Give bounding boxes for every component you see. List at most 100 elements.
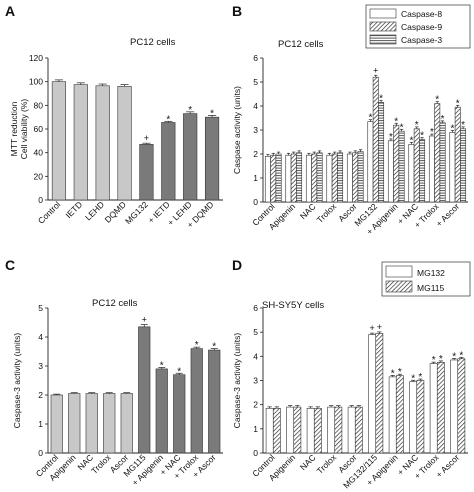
bar [51,81,67,201]
significance-mark: * [389,132,393,143]
chart-title: PC12 cells [130,37,176,48]
bar [290,153,297,203]
bar [272,407,281,454]
y-tick-label: 2 [253,400,258,410]
bar [352,152,359,203]
bar [354,406,363,454]
significance-mark: * [398,367,402,378]
y-tick-label: 60 [34,124,44,134]
bar [138,326,151,454]
y-tick-label: 40 [34,148,44,158]
significance-mark: * [420,131,424,142]
x-tick-label: + Ascor [434,452,461,479]
legend-label: Caspase-9 [401,22,442,32]
y-axis-label: Caspase-3 activity (units) [12,333,22,429]
bar [306,407,315,454]
bar [460,128,467,203]
bar [357,151,364,203]
x-tick-label: + Ascor [434,201,461,228]
bar [337,152,344,203]
y-tick-label: 80 [34,100,44,110]
bar [393,124,400,203]
bar [103,393,116,454]
y-tick-label: 2 [253,149,258,159]
bar [270,154,277,203]
legend-label: MG132 [417,268,445,278]
bar [409,381,418,454]
bar [408,144,415,203]
significance-mark: + [142,315,147,325]
bar [68,393,81,454]
bar [449,132,456,203]
y-tick-label: 1 [253,173,258,183]
bar [50,394,63,454]
bar [264,156,271,203]
y-tick-label: 0 [253,448,258,458]
significance-mark: + [144,133,149,143]
chart-panel-a: PC12 cells MTT reduction Cell viability (%… [9,37,223,230]
y-tick-label: 20 [34,171,44,181]
y-tick-label: 4 [38,332,43,342]
bar [95,85,110,201]
bar [331,153,338,203]
bar [457,358,466,454]
bar [346,153,353,203]
significance-mark: * [212,342,216,353]
y-tick-label: 5 [38,303,43,313]
y-tick-label: 1 [253,424,258,434]
bar [398,130,405,203]
chart-title: SH-SY5Y cells [262,300,324,311]
bar [286,406,295,454]
bar [305,154,312,203]
bar [428,135,435,203]
significance-mark: * [415,120,419,131]
x-tick-label: IETD [63,199,84,220]
y-tick-label: 120 [29,53,43,63]
significance-mark: * [160,360,164,371]
bar [316,152,323,203]
bar [155,368,168,454]
chart-panel-b: PC12 cells Caspase activity (units) 0 1 2 3 4 5… [232,4,471,237]
x-tick-label: MG132 [123,199,150,226]
bar [347,406,356,454]
bar [73,84,88,201]
y-tick-label: 2 [38,390,43,400]
significance-mark: * [195,340,199,351]
bar [139,144,154,201]
y-tick-label: 4 [253,101,258,111]
y-tick-label: 6 [253,53,258,63]
bar [419,139,426,203]
y-tick-label: 3 [38,361,43,371]
y-tick-label: 0 [253,197,258,207]
significance-mark: * [435,95,439,106]
bar [285,154,292,203]
bar [120,393,133,454]
chart-title: PC12 cells [278,39,324,50]
legend-label: Caspase-8 [401,9,442,19]
y-tick-label: 100 [29,77,43,87]
y-tick-label: 4 [253,351,258,361]
bar [117,86,132,201]
legend-label: MG115 [417,283,445,293]
bar [208,349,221,454]
bar [161,122,176,201]
bar [375,333,384,454]
panel-label-c: C [5,257,15,273]
bar [454,106,461,203]
y-axis-label: Caspase activity (units) [232,86,242,174]
chart-title: PC12 cells [92,298,138,309]
x-tick-label: Trolox [315,201,339,225]
bar [183,113,198,201]
significance-mark: * [177,366,181,377]
bar [378,102,385,203]
significance-mark: * [379,93,383,104]
y-axis-label: MTT reduction [9,101,19,156]
y-tick-label: 6 [253,303,258,313]
chart-panel-c: PC12 cells Caspase-3 activity (units) 0 1 2 3… [12,298,223,488]
bar [313,407,322,454]
legend-swatch [385,280,413,293]
y-tick-label: 1 [38,419,43,429]
panel-label-d: D [232,257,242,273]
significance-mark: * [432,355,436,366]
bar [204,116,220,201]
